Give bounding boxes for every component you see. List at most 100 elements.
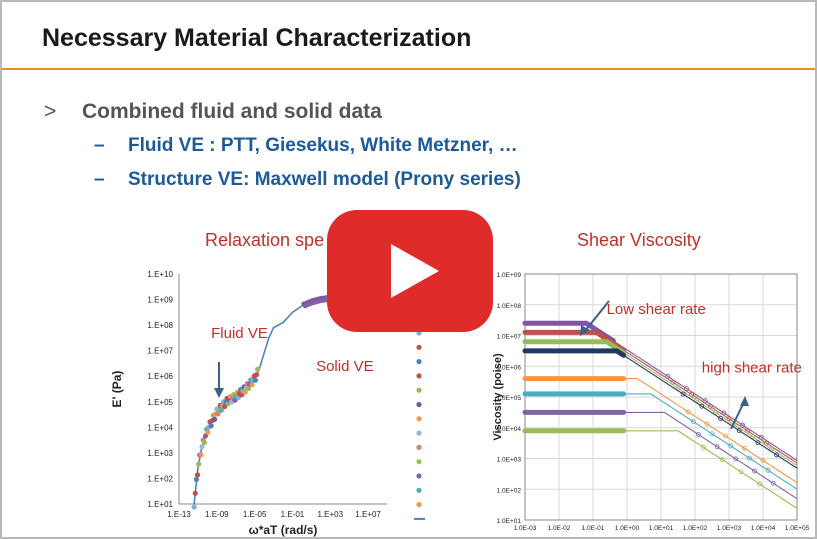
- data-point: [774, 452, 780, 458]
- data-point: [718, 416, 723, 421]
- data-point: [741, 445, 747, 451]
- data-point: [198, 452, 204, 458]
- relaxation-spectrum-chart: Relaxation spe 1.E+01 1.E+02 1.E+03 1.E+04 1.…: [110, 230, 425, 537]
- data-point: [685, 409, 691, 415]
- data-point: [255, 366, 261, 372]
- data-point: [699, 403, 705, 409]
- legend-swatch: [416, 444, 422, 450]
- x-tick-label: 1.E+03: [317, 510, 343, 519]
- data-point: [701, 445, 706, 450]
- x-tick-label: 1.0E+04: [751, 525, 776, 532]
- plot-area-border: [524, 273, 798, 521]
- data-point: [736, 428, 742, 433]
- data-point: [760, 458, 766, 463]
- data-point: [218, 407, 224, 413]
- data-point: [199, 443, 205, 450]
- y-tick-label: 1.E+09: [147, 296, 173, 305]
- annotation-low-shear: Low shear rate: [607, 301, 706, 318]
- data-point: [723, 433, 729, 439]
- legend-swatch: [416, 459, 422, 465]
- x-tick-label: 1.E-05: [243, 510, 267, 519]
- data-point: [252, 377, 258, 383]
- y-tick-label: 1.E+08: [147, 321, 173, 330]
- data-point: [191, 504, 197, 510]
- x-tick-label: 1.E+07: [355, 510, 381, 519]
- x-tick-label: 1.0E-01: [582, 525, 605, 532]
- legend-swatch: [416, 416, 422, 422]
- y-tick-label: 1.0E+04: [497, 426, 522, 433]
- sub-bullet-structure-text: Structure VE: Maxwell model (Prony serie…: [128, 169, 521, 190]
- slide-title: Necessary Material Characterization: [42, 24, 472, 52]
- x-tick-label: 1.0E+01: [649, 525, 674, 532]
- sub-bullet-fluid: – Fluid VE : PTT, Giesekus, White Metzner…: [94, 135, 518, 157]
- data-point: [680, 391, 686, 397]
- y-tick-label: 1.0E+01: [497, 518, 522, 525]
- x-tick-label: 1.0E+00: [615, 525, 640, 532]
- data-point: [695, 432, 701, 437]
- data-point: [728, 443, 734, 449]
- y-tick-label: 1.0E+05: [497, 395, 522, 402]
- data-point: [205, 429, 211, 435]
- y-tick-label: 1.E+07: [147, 347, 173, 356]
- data-point: [201, 439, 207, 446]
- legend-swatch: [416, 344, 422, 350]
- chart-title: Relaxation spe: [205, 230, 324, 250]
- y-tick-label: 1.E+03: [147, 449, 173, 458]
- y-tick-label: 1.0E+07: [497, 334, 522, 341]
- y-tick-label: 1.E+04: [147, 423, 173, 432]
- data-point: [752, 468, 757, 474]
- annotation-arrow-head: [580, 325, 590, 336]
- annotation-fluid-ve: Fluid VE: [211, 325, 268, 342]
- bullet-mark: >: [44, 100, 57, 123]
- data-point: [196, 461, 202, 467]
- legend-swatch: [416, 373, 422, 379]
- data-point: [242, 389, 248, 395]
- sub-bullet-structure: – Structure VE: Maxwell model (Prony seri…: [94, 169, 521, 191]
- data-point: [208, 423, 214, 429]
- y-axis-label: Viscosity (poise): [492, 353, 504, 441]
- x-tick-label: 1.E-13: [167, 510, 191, 519]
- data-point: [719, 457, 725, 463]
- shear-viscosity-chart: Shear Viscosity 1.0E+09 1.0E+08 1.0E+07 1.0E…: [492, 230, 810, 532]
- legend-swatch: [416, 359, 422, 365]
- legend-swatch: [416, 502, 422, 508]
- data-point: [253, 372, 260, 378]
- annotation-high-shear: high shear rate: [702, 359, 802, 376]
- data-point: [192, 490, 198, 496]
- bullet-text: Combined fluid and solid data: [82, 100, 382, 123]
- data-point: [215, 411, 221, 417]
- dash-mark: –: [94, 169, 105, 190]
- x-tick-label: 1.0E-03: [514, 525, 537, 532]
- bullet-combined-data: > Combined fluid and solid data: [44, 100, 382, 124]
- data-point: [714, 444, 720, 450]
- annotation-arrow-head: [740, 396, 749, 406]
- play-icon: [391, 244, 439, 298]
- data-point: [211, 416, 218, 422]
- y-tick-label: 1.E+05: [147, 398, 173, 407]
- x-tick-label: 1.E-01: [281, 510, 305, 519]
- data-point: [770, 480, 776, 486]
- x-tick-label: 1.0E+05: [785, 525, 810, 532]
- title-rule: [2, 68, 815, 70]
- y-tick-label: 1.0E+06: [497, 364, 522, 371]
- y-tick-label: 1.0E+09: [497, 272, 522, 279]
- y-tick-label: 1.E+06: [147, 372, 173, 381]
- annotation-solid-ve: Solid VE: [316, 358, 374, 375]
- series-data-band: [522, 339, 627, 356]
- legend-swatch: [416, 401, 422, 408]
- data-point: [738, 469, 744, 475]
- y-tick-label: 1.0E+03: [497, 457, 522, 464]
- x-axis-label: ω*aT (rad/s): [249, 523, 318, 537]
- data-point: [733, 456, 739, 462]
- series-data-band: [522, 348, 627, 358]
- data-point: [765, 467, 771, 473]
- y-tick-label: 1.0E+02: [497, 487, 522, 494]
- play-button[interactable]: [327, 210, 493, 332]
- y-axis-label: E' (Pa): [110, 371, 124, 408]
- annotation-arrow-head: [214, 388, 224, 398]
- x-tick-label: 1.0E-02: [548, 525, 571, 532]
- data-point: [755, 440, 761, 446]
- annotation-arrow-line: [584, 300, 610, 332]
- y-tick-label: 1.E+02: [147, 474, 173, 483]
